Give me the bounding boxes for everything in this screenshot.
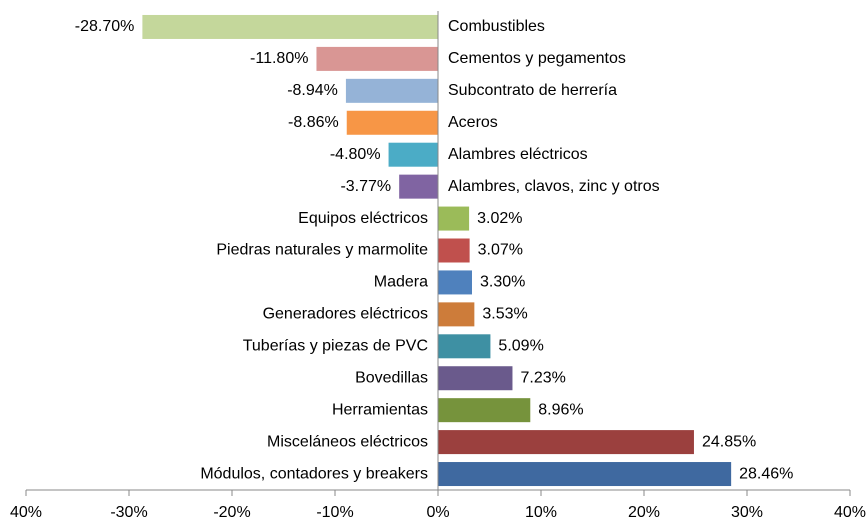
x-tick-label: 40% bbox=[10, 504, 42, 521]
bar bbox=[438, 302, 475, 327]
x-tick-label: 0% bbox=[426, 504, 449, 521]
bar bbox=[438, 366, 513, 391]
value-label: 3.02% bbox=[477, 210, 522, 227]
value-label: 3.07% bbox=[478, 242, 523, 259]
bar bbox=[438, 238, 470, 263]
category-label: Combustibles bbox=[448, 18, 545, 35]
bar bbox=[345, 78, 438, 103]
value-label: 24.85% bbox=[702, 433, 756, 450]
bar bbox=[438, 430, 694, 455]
value-label: -3.77% bbox=[340, 178, 391, 195]
category-label: Alambres, clavos, zinc y otros bbox=[448, 178, 660, 195]
value-label: 8.96% bbox=[538, 401, 583, 418]
bar bbox=[142, 14, 438, 39]
bar bbox=[399, 174, 438, 199]
value-label: 3.30% bbox=[480, 274, 525, 291]
value-label: 3.53% bbox=[482, 306, 527, 323]
value-label: 7.23% bbox=[520, 369, 565, 386]
x-tick-label: 40% bbox=[834, 504, 866, 521]
x-tick-label: -20% bbox=[213, 504, 250, 521]
category-label: Herramientas bbox=[332, 401, 428, 418]
x-tick-label: 10% bbox=[525, 504, 557, 521]
category-label: Cementos y pegamentos bbox=[448, 50, 626, 67]
x-tick-label: 30% bbox=[731, 504, 763, 521]
bar bbox=[438, 270, 472, 295]
category-label: Alambres eléctricos bbox=[448, 146, 588, 163]
bar bbox=[438, 334, 491, 359]
value-label: -8.86% bbox=[288, 114, 339, 131]
bar bbox=[316, 46, 438, 71]
category-label: Piedras naturales y marmolite bbox=[216, 242, 428, 259]
value-label: -4.80% bbox=[330, 146, 381, 163]
category-label: Tuberías y piezas de PVC bbox=[243, 338, 428, 355]
value-label: 28.46% bbox=[739, 465, 793, 482]
x-tick-label: -30% bbox=[110, 504, 147, 521]
bar bbox=[438, 462, 732, 487]
bar bbox=[388, 142, 438, 167]
category-label: Aceros bbox=[448, 114, 498, 131]
category-label: Bovedillas bbox=[355, 369, 428, 386]
category-label: Módulos, contadores y breakers bbox=[200, 465, 428, 482]
value-label: -28.70% bbox=[75, 18, 135, 35]
x-tick-label: -10% bbox=[316, 504, 353, 521]
category-label: Madera bbox=[374, 274, 428, 291]
value-label: -11.80% bbox=[250, 50, 308, 67]
bar bbox=[346, 110, 438, 135]
category-label: Misceláneos eléctricos bbox=[267, 433, 428, 450]
category-label: Subcontrato de herrería bbox=[448, 82, 617, 99]
bar bbox=[438, 206, 470, 231]
value-label: -8.94% bbox=[287, 82, 338, 99]
bar bbox=[438, 398, 531, 423]
value-label: 5.09% bbox=[498, 338, 543, 355]
x-tick-label: 20% bbox=[628, 504, 660, 521]
category-label: Generadores eléctricos bbox=[263, 306, 428, 323]
category-label: Equipos eléctricos bbox=[298, 210, 428, 227]
